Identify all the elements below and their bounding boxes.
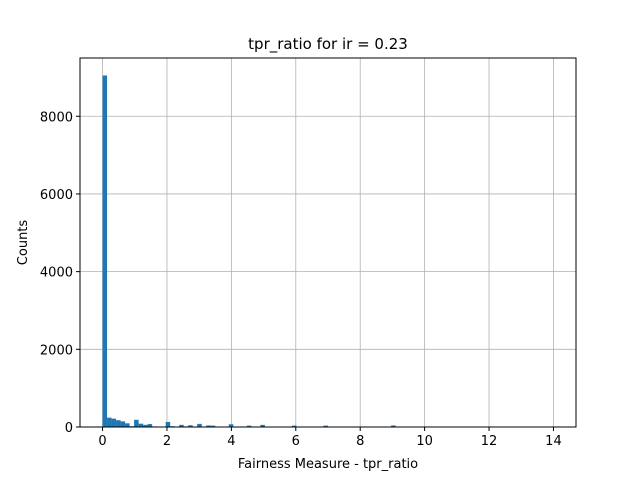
- histogram-bar: [188, 425, 193, 427]
- x-tick-label: 10: [416, 434, 433, 449]
- x-tick-label: 6: [292, 434, 300, 449]
- y-tick-label: 2000: [40, 343, 73, 358]
- y-tick-label: 8000: [40, 110, 73, 125]
- histogram-bar: [179, 424, 184, 427]
- histogram-bar: [125, 423, 130, 427]
- x-tick-label: 8: [356, 434, 364, 449]
- histogram-bar: [138, 423, 144, 427]
- x-tick-label: 4: [227, 434, 235, 449]
- chart-title: tpr_ratio for ir = 0.23: [248, 35, 408, 54]
- x-axis-label: Fairness Measure - tpr_ratio: [238, 457, 418, 472]
- plot-frame: [79, 57, 577, 428]
- bars: [102, 75, 396, 428]
- y-tick-label: 0: [65, 421, 73, 436]
- x-tick-label: 0: [98, 434, 106, 449]
- histogram-bar: [260, 424, 265, 427]
- y-tick-label: 6000: [40, 188, 73, 203]
- x-tick-label: 12: [481, 434, 498, 449]
- histogram-bar: [391, 425, 396, 427]
- histogram-bar: [228, 424, 234, 427]
- x-axis-ticks: 0 2 4 6 8 10 12 14: [98, 427, 562, 449]
- histogram-bar: [147, 424, 153, 427]
- histogram-bar: [134, 419, 139, 427]
- y-axis-label: Counts: [16, 220, 31, 266]
- histogram-bar: [120, 421, 126, 427]
- y-axis-ticks: 0 2000 4000 6000 8000: [40, 110, 80, 436]
- histogram-bar: [102, 75, 108, 428]
- x-tick-label: 2: [163, 434, 171, 449]
- grid-lines: [80, 58, 576, 428]
- y-tick-label: 4000: [40, 266, 73, 281]
- histogram-bar: [291, 425, 297, 427]
- histogram-bar: [143, 424, 148, 427]
- histogram-bar: [210, 425, 216, 427]
- x-tick-label: 14: [545, 434, 562, 449]
- histogram-bar: [323, 425, 328, 427]
- histogram-bar: [197, 423, 202, 427]
- histogram-bar: [165, 421, 171, 427]
- histogram-bar: [107, 417, 112, 427]
- histogram-bar: [111, 418, 117, 427]
- histogram-bar: [206, 425, 211, 427]
- histogram-bar: [116, 420, 121, 427]
- histogram-bar: [246, 425, 252, 427]
